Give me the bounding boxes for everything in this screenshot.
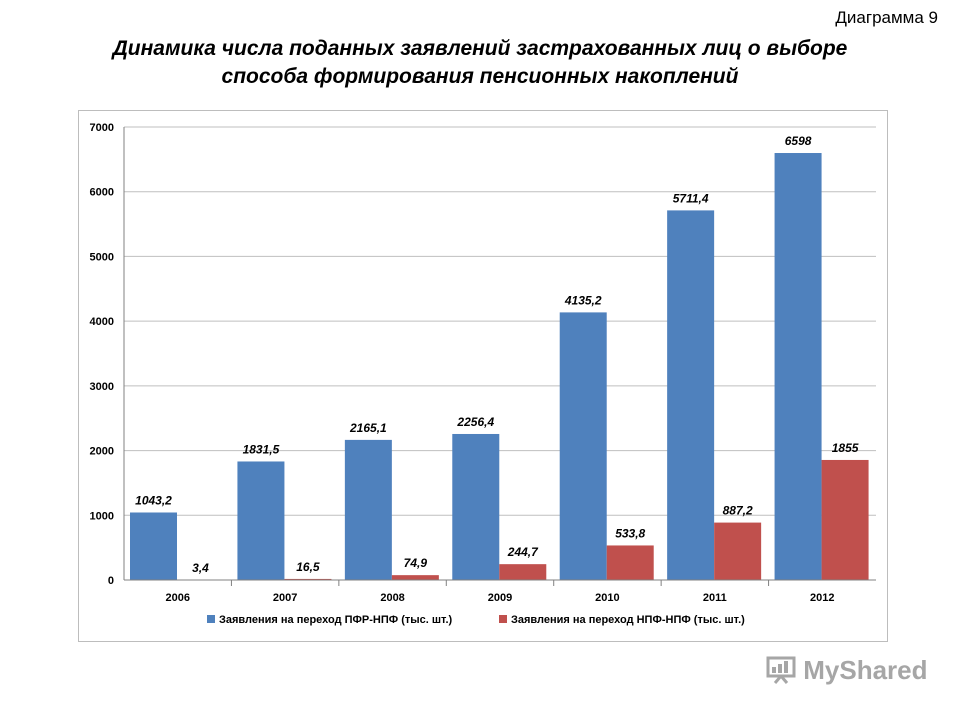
legend-entry: Заявления на переход НПФ-НПФ (тыс. шт.) (511, 614, 745, 626)
y-tick-label: 1000 (90, 510, 114, 522)
legend-swatch (499, 615, 507, 623)
data-label: 244,7 (507, 545, 539, 559)
y-tick-label: 2000 (90, 446, 114, 458)
chart-frame: 0 1000 2000 3000 4000 5000 6000 7000 1043,2 3,4 1… (78, 110, 888, 642)
data-label: 1855 (832, 441, 859, 455)
data-label: 2165,1 (349, 421, 387, 435)
y-tick-label: 7000 (90, 122, 114, 134)
data-label: 5711,4 (673, 191, 709, 205)
x-tick-label: 2007 (273, 592, 297, 604)
y-tick-label: 4000 (90, 316, 114, 328)
bar-pfr-npf-2009 (452, 433, 500, 580)
data-label: 6598 (785, 134, 812, 148)
bar-npf-npf-2009 (499, 564, 547, 580)
bar-npf-npf-2010 (606, 545, 654, 580)
x-tick-label: 2010 (595, 592, 619, 604)
bar-pfr-npf-2008 (344, 439, 392, 580)
bar-pfr-npf-2012 (774, 153, 822, 580)
data-label: 2256,4 (456, 415, 494, 429)
y-tick-label: 6000 (90, 187, 114, 199)
data-label: 3,4 (192, 561, 209, 575)
chart-title-line-2: способа формирования пенсионных накоплен… (221, 65, 739, 88)
bar-npf-npf-2011 (714, 522, 762, 580)
bar-pfr-npf-2010 (559, 312, 607, 580)
chart-title-line-1: Динамика числа поданных заявлений застра… (112, 37, 848, 60)
x-tick-label: 2012 (810, 592, 834, 604)
bar-pfr-npf-2007 (237, 461, 285, 580)
x-tick-label: 2006 (165, 592, 189, 604)
y-tick-label: 0 (108, 575, 114, 587)
data-label: 887,2 (723, 504, 753, 518)
legend-swatch (207, 615, 215, 623)
bar-npf-npf-2008 (391, 575, 439, 580)
data-label: 533,8 (615, 526, 645, 540)
bar-pfr-npf-2006 (130, 512, 177, 580)
gridlines (124, 126, 876, 516)
legend: Заявления на переход ПФР-НПФ (тыс. шт.) З… (207, 614, 745, 626)
watermark-text: MyShared (803, 655, 928, 685)
bar-npf-npf-2012 (821, 459, 869, 580)
y-tick-label: 5000 (90, 251, 114, 263)
data-label: 1043,2 (135, 493, 172, 507)
x-tick-label: 2011 (703, 592, 727, 604)
bar-pfr-npf-2011 (667, 210, 715, 580)
legend-entry: Заявления на переход ПФР-НПФ (тыс. шт.) (219, 614, 453, 626)
y-tick-label: 3000 (90, 381, 114, 393)
mysshared-watermark-logo: MyShared (766, 654, 928, 686)
x-tick-label: 2009 (488, 592, 512, 604)
data-label: 74,9 (404, 556, 428, 570)
presentation-board-icon (766, 656, 796, 684)
y-axis: 0 1000 2000 3000 4000 5000 6000 7000 (90, 122, 125, 587)
x-tick-label: 2008 (380, 592, 404, 604)
x-axis: 2006 2007 2008 2009 2010 2011 2012 (124, 579, 876, 604)
bars: 1043,2 3,4 1831,5 16,5 2165,1 74,9 2256,4 244,7… (130, 134, 869, 581)
data-label: 16,5 (296, 560, 320, 574)
bar-npf-npf-2007 (284, 578, 332, 580)
diagram-number-label: Диаграмма 9 (835, 8, 938, 27)
data-label: 4135,2 (564, 293, 602, 307)
data-label: 1831,5 (243, 442, 280, 456)
